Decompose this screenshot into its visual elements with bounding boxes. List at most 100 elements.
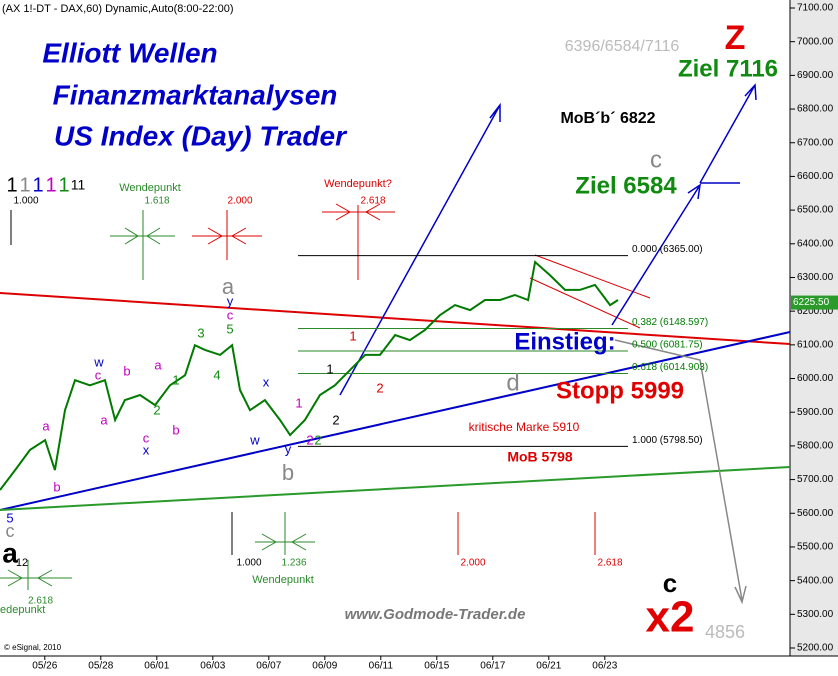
annotation: edepunkt [0, 604, 45, 616]
fib-label: 0.500 (6081.75) [632, 340, 703, 351]
annotation: 1 [172, 372, 179, 387]
x-tick-label: 06/03 [200, 661, 225, 672]
annotation: Finanzmarktanalysen [53, 79, 338, 110]
annotation: y [227, 293, 234, 308]
annotation: Wendepunkt? [324, 178, 392, 190]
x-tick-label: 06/21 [536, 661, 561, 672]
annotation: 1 [19, 174, 30, 196]
annotation: 12 [16, 557, 28, 569]
annotation: 2 [153, 402, 160, 417]
y-tick-label: 6500.00 [797, 205, 834, 216]
annotation: c [663, 568, 677, 598]
fib-label: 0.000 (6365.00) [632, 244, 703, 255]
y-tick-label: 6000.00 [797, 373, 834, 384]
annotation: c [227, 307, 234, 322]
y-tick-label: 6600.00 [797, 171, 834, 182]
annotation: 2 [376, 380, 383, 395]
annotation: x [143, 442, 150, 457]
annotation: c [95, 367, 102, 382]
annotation: 5 [226, 321, 233, 336]
annotation: c [650, 146, 662, 173]
annotation: 1.618 [144, 196, 169, 207]
y-tick-label: 6400.00 [797, 238, 834, 249]
annotation: 2.000 [227, 196, 252, 207]
annotation: 1 [326, 361, 333, 376]
x-tick-label: 06/11 [369, 661, 394, 672]
annotation: x2 [646, 593, 695, 642]
y-tick-label: 7100.00 [797, 3, 834, 14]
fib-label: 1.000 (5798.50) [632, 435, 703, 446]
annotation: 1.000 [13, 196, 38, 207]
y-tick-label: 5200.00 [797, 643, 834, 654]
arrows [339, 83, 757, 396]
fib-label: 0.382 (6148.597) [632, 317, 708, 328]
y-tick-label: 5700.00 [797, 474, 834, 485]
annotation: d [506, 369, 519, 396]
y-tick-label: 5500.00 [797, 542, 834, 553]
annotation: 2 [332, 412, 339, 427]
annotation: c [6, 521, 15, 541]
y-tick-label: 6900.00 [797, 70, 834, 81]
y-tick-label: 5800.00 [797, 441, 834, 452]
x-tick-label: 06/09 [312, 661, 337, 672]
annotation: y [285, 441, 292, 456]
annotation: 2.618 [360, 196, 385, 207]
y-tick-label: 6700.00 [797, 137, 834, 148]
annotation: b [123, 363, 130, 378]
annotation: MoB 5798 [507, 449, 573, 465]
annotation: 4 [213, 367, 220, 382]
chart-title: (AX 1!-DT - DAX,60) Dynamic,Auto(8:00-22… [2, 3, 234, 15]
y-tick-label: 6300.00 [797, 272, 834, 283]
annotation: b [53, 479, 60, 494]
annotation: a [2, 537, 18, 568]
annotation: a [222, 274, 235, 299]
annotation: 2 [314, 432, 321, 447]
annotation: a [42, 418, 50, 433]
y-tick-label: 6800.00 [797, 104, 834, 115]
annotation: w [93, 354, 104, 369]
last-price-box [791, 295, 838, 310]
y-axis-panel [790, 0, 838, 656]
annotation: 6396/6584/7116 [565, 38, 680, 55]
annotation: 1.236 [281, 558, 306, 569]
annotation: 1 [45, 174, 56, 196]
annotation: a [154, 357, 162, 372]
annotation: 2.618 [28, 596, 53, 607]
y-tick-label: 5600.00 [797, 508, 834, 519]
annotation: 1 [295, 395, 302, 410]
trend-line [0, 292, 791, 345]
annotation: 1 [349, 328, 356, 343]
arrow-down [614, 339, 747, 605]
y-tick-label: 5900.00 [797, 407, 834, 418]
y-tick-label: 6200.00 [797, 306, 834, 317]
annotation: x [263, 374, 270, 389]
annotation: 3 [197, 325, 204, 340]
annotation: w [249, 432, 260, 447]
trend-line [0, 466, 791, 511]
annotation: Wendepunkt [252, 574, 314, 586]
x-tick-label: 05/28 [88, 661, 113, 672]
x-tick-label: 06/15 [424, 661, 449, 672]
annotation: 11 [71, 177, 86, 193]
annotation: MoB´b´ 6822 [560, 110, 655, 127]
annotation: Wendepunkt [119, 182, 181, 194]
fib-label: 0.618 (6014.903) [632, 362, 708, 373]
annotation: Einstieg: [514, 328, 615, 355]
annotation: 4856 [705, 622, 745, 642]
annotation: Stopp 5999 [556, 377, 684, 404]
time-markers [0, 203, 596, 590]
x-tick-label: 06/23 [592, 661, 617, 672]
annotation: Elliott Wellen [42, 37, 217, 68]
last-price-label: 6225.50 [793, 297, 830, 308]
channel-line [529, 277, 641, 329]
annotation: Ziel 6584 [575, 172, 677, 199]
x-tick-label: 06/17 [480, 661, 505, 672]
annotation: 2.618 [597, 558, 622, 569]
annotation: 1 [32, 174, 43, 196]
channel-line [534, 254, 651, 299]
y-tick-label: 6100.00 [797, 339, 834, 350]
trend-line [0, 331, 791, 511]
annotation: kritische Marke 5910 [469, 420, 580, 434]
annotation: 1.000 [236, 558, 261, 569]
